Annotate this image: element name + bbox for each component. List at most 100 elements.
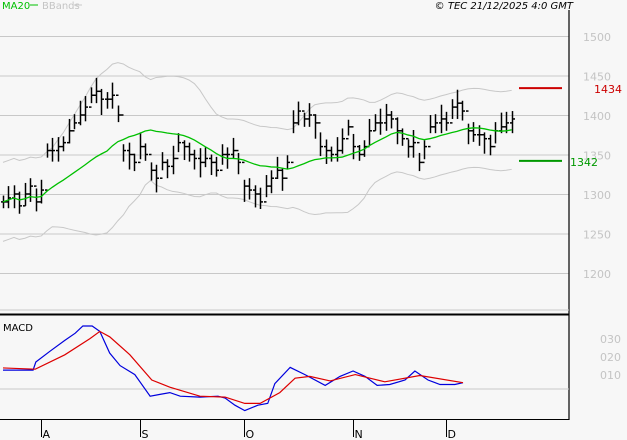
copyright-timestamp: © TEC 21/12/2025 4:0 GMT [435,1,574,12]
ma20-line [2,127,512,203]
price-bar [378,108,383,135]
price-bar [165,159,170,179]
price-bar [192,149,197,170]
price-bar [406,137,411,158]
price-bar [149,153,154,181]
y-tick-label: 1300 [583,189,611,202]
price-bar [17,191,22,214]
bband-lower [2,166,512,242]
price-bar [253,185,258,208]
macd-tick-label: 020 [600,351,621,364]
price-bar [247,178,252,200]
price-bar [296,101,301,126]
x-tick-label: A [43,428,51,440]
price-bar [466,110,471,145]
price-bar [428,115,433,148]
price-bar [231,137,236,159]
price-bar [346,119,351,140]
legend-bbands: BBands [42,1,80,12]
price-bar [89,87,94,108]
price-bar [176,133,181,160]
price-bar [417,141,422,172]
macd-axis-labels: 030 020 010 [600,333,621,382]
price-bar [324,139,329,164]
price-bar [302,110,307,127]
price-bar [198,148,203,178]
price-bar [340,128,345,154]
price-bar [488,134,493,156]
price-bar [411,130,416,158]
price-bar [214,156,219,177]
price-bar [318,122,323,157]
y-tick-label: 1450 [583,71,611,84]
price-bar [6,186,11,209]
price-bar [220,144,225,172]
bollinger-bands [2,62,512,242]
price-bar [433,114,438,134]
resistance-label: 1434 [594,83,622,96]
price-bar [280,167,285,191]
price-bar [138,132,143,164]
y-tick-label: 1500 [583,31,611,44]
price-bar [269,170,274,194]
price-bar [99,88,104,115]
macd-tick-label: 030 [600,333,621,346]
price-bar [127,142,132,170]
price-bar [307,103,312,127]
price-bar [504,111,509,134]
x-tick-label: N [355,428,363,440]
price-bar [34,185,39,212]
price-bar [460,100,465,121]
price-bar [313,114,318,139]
price-bar [132,153,137,172]
price-bar [171,145,176,175]
price-bar [105,92,110,109]
x-tick-label: D [448,428,456,440]
price-bar [400,128,405,146]
price-bar [187,142,192,162]
price-bar [291,110,296,164]
price-bar [28,178,33,202]
price-bar [23,182,28,207]
price-bar [439,104,444,134]
macd-title: MACD [3,323,33,334]
price-bar [389,111,394,129]
ma20-path [2,127,512,203]
price-bar [482,132,487,154]
y-tick-label: 1350 [583,150,611,163]
y-tick-label: 1200 [583,268,611,281]
price-bar [285,155,290,179]
price-bar [351,126,356,160]
price-bar [154,164,159,193]
price-bar [329,146,334,162]
price-bar [510,111,515,134]
price-bar [493,122,498,148]
price-bar [357,145,362,161]
price-bar [209,154,214,176]
price-bar [455,89,460,119]
price-bar [121,114,126,162]
price-axis-labels: 1500 1450 1400 1350 1300 1250 1200 [583,31,611,281]
support-label: 1342 [570,156,598,169]
price-bar [94,77,99,104]
price-bar [39,179,44,204]
y-tick-label: 1400 [583,110,611,123]
price-bar [61,136,66,152]
price-bar [236,149,241,175]
price-bar [422,140,427,164]
price-bar [83,96,88,122]
price-bar [203,147,208,168]
macd-lines [2,325,464,412]
macd-line [3,325,464,412]
price-bar [367,118,372,148]
price-bar [395,117,400,145]
price-bar [373,114,378,132]
price-bar [444,111,449,131]
price-bar [450,99,455,124]
price-bar [50,137,55,162]
price-bar [182,140,187,161]
price-bar [45,143,50,191]
price-gridlines [0,36,569,274]
price-bar [67,118,72,144]
